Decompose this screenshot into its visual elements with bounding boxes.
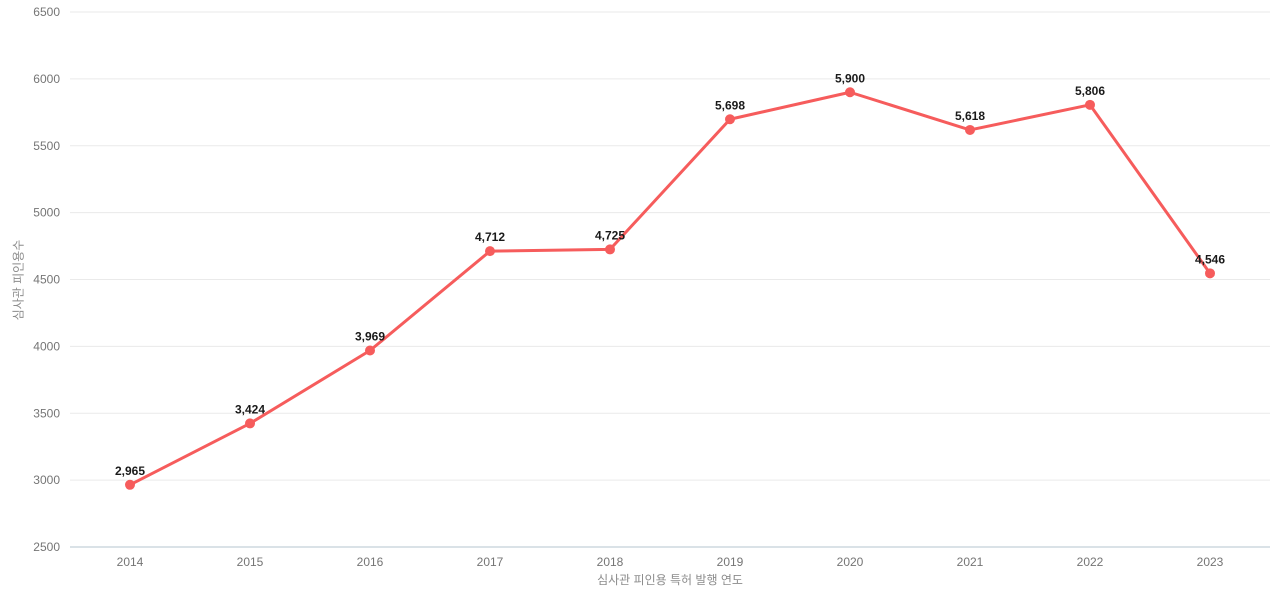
data-point[interactable] — [245, 418, 255, 429]
data-point[interactable] — [1205, 268, 1215, 279]
data-point-label: 5,618 — [955, 109, 985, 123]
line-series — [128, 90, 1212, 487]
data-point-label: 5,698 — [715, 98, 745, 112]
data-point[interactable] — [845, 87, 855, 98]
y-tick-label: 5500 — [33, 139, 60, 153]
y-tick-label: 6000 — [33, 72, 60, 86]
data-point[interactable] — [1085, 99, 1095, 110]
data-point-label: 2,965 — [115, 464, 145, 478]
data-point[interactable] — [725, 114, 735, 125]
data-point-label: 4,712 — [475, 230, 505, 244]
x-tick-label: 2021 — [957, 555, 984, 569]
data-point-label: 3,969 — [355, 330, 385, 344]
y-tick-label: 5000 — [33, 206, 60, 220]
x-tick-label: 2022 — [1077, 555, 1104, 569]
y-tick-label: 6500 — [33, 5, 60, 19]
x-tick-label: 2014 — [117, 555, 144, 569]
y-tick-label: 4500 — [33, 273, 60, 287]
data-point[interactable] — [605, 244, 615, 255]
data-point-label: 5,900 — [835, 71, 865, 85]
x-tick-label: 2017 — [477, 555, 504, 569]
data-point[interactable] — [485, 246, 495, 257]
x-tick-label: 2019 — [717, 555, 744, 569]
x-tick-label: 2023 — [1197, 555, 1224, 569]
data-point-label: 5,806 — [1075, 84, 1105, 98]
data-point[interactable] — [125, 479, 135, 490]
data-point[interactable] — [365, 345, 375, 356]
y-tick-label: 3000 — [33, 473, 60, 487]
x-tick-label: 2016 — [357, 555, 384, 569]
x-tick-label: 2018 — [597, 555, 624, 569]
y-tick-label: 4000 — [33, 339, 60, 353]
data-point-label: 4,546 — [1195, 252, 1225, 266]
data-point-label: 4,725 — [595, 228, 625, 242]
y-tick-label: 3500 — [33, 406, 60, 420]
data-point[interactable] — [965, 124, 975, 135]
x-tick-label: 2020 — [837, 555, 864, 569]
x-tick-label: 2015 — [237, 555, 264, 569]
data-point-label: 3,424 — [235, 402, 265, 416]
y-tick-label: 2500 — [33, 540, 60, 554]
